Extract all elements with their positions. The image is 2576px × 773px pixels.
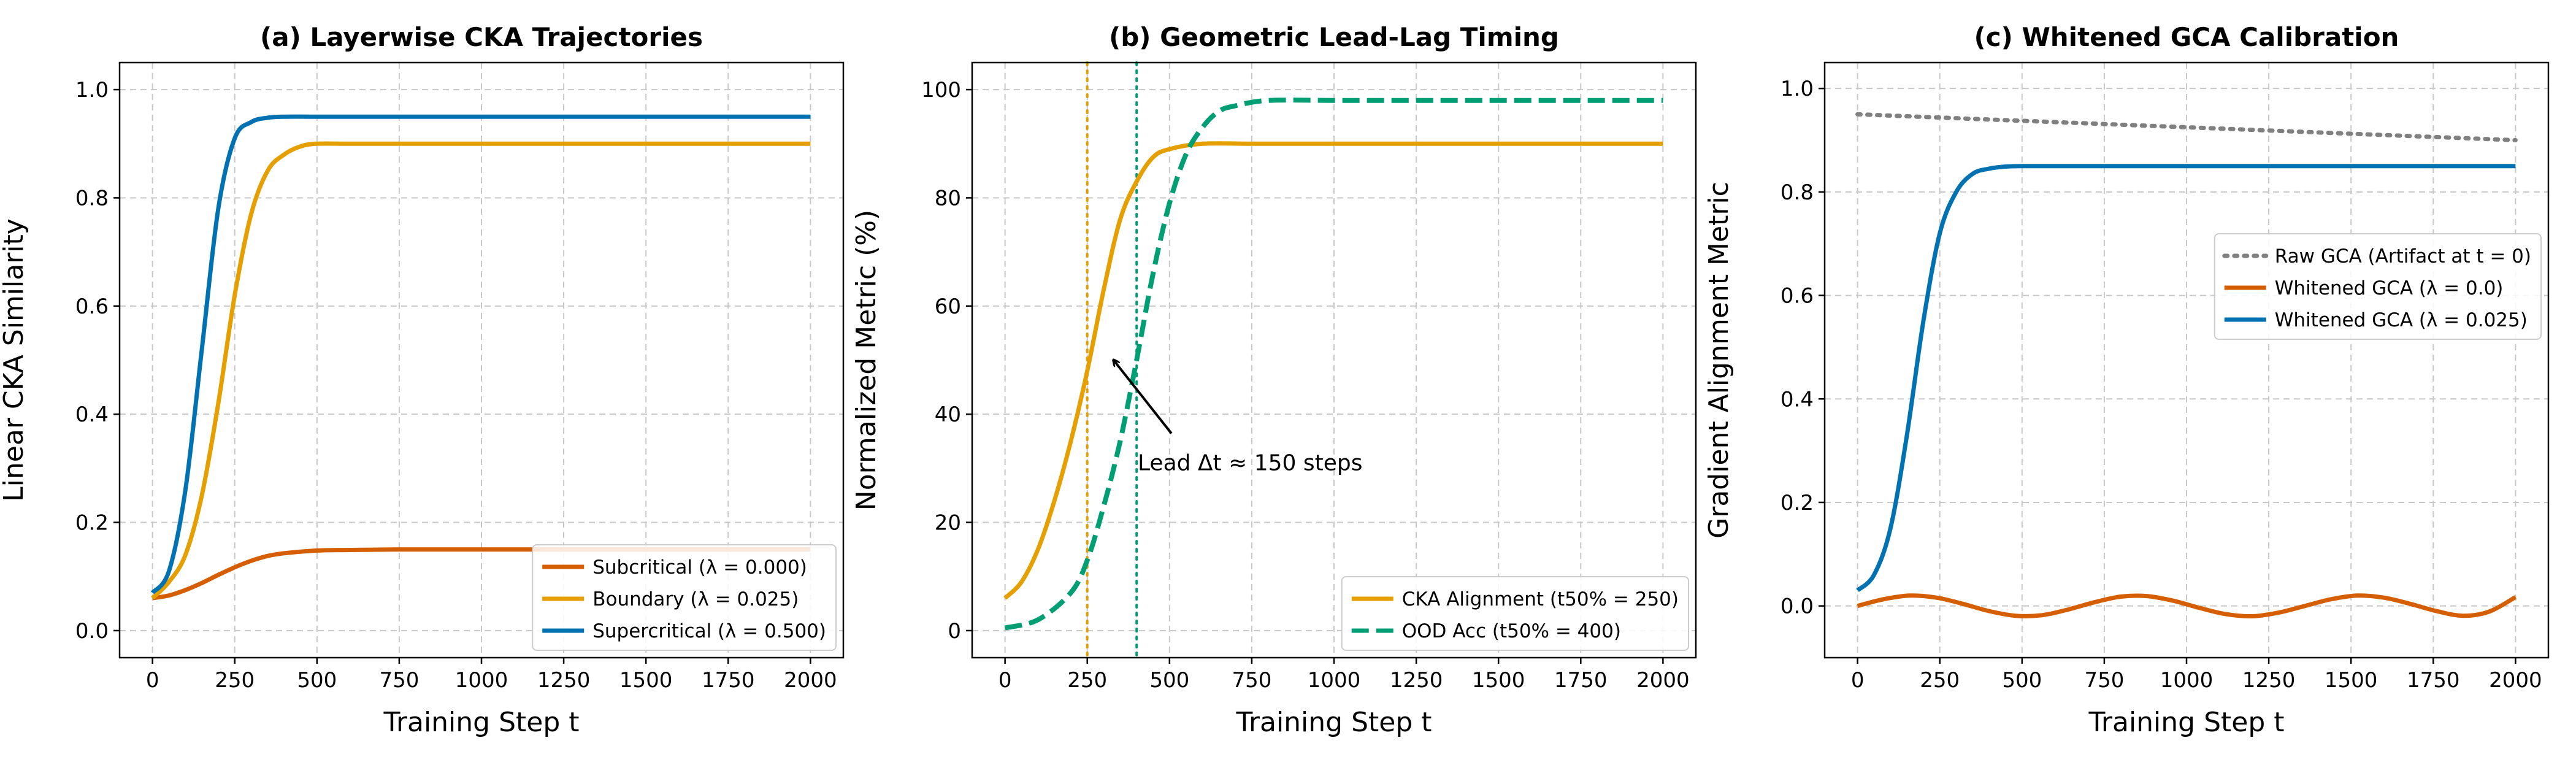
- legend-label-1: Raw GCA (Artifact at t = 0): [2275, 245, 2531, 267]
- legend-box: [1341, 576, 1689, 651]
- y-tick-label: 0.2: [75, 511, 109, 536]
- series-line-1: [1855, 112, 2518, 142]
- x-tick-label: 1500: [619, 668, 673, 693]
- legend-box: [532, 544, 837, 651]
- series-line-2: [1857, 593, 2517, 619]
- x-tick-label: 250: [1920, 668, 1960, 693]
- y-tick-label: 0.8: [75, 186, 109, 210]
- x-tick-label: 500: [2002, 668, 2042, 693]
- x-tick-label: 750: [2084, 668, 2124, 693]
- x-tick-label: 1000: [1308, 668, 1361, 693]
- panel-a: 0 250 500 750 1000 1250 1500 1750 2000 0.0 0.2 0.4 0…: [0, 22, 845, 738]
- x-tick-label: 1500: [2325, 668, 2378, 693]
- y-tick-label: 0.0: [75, 619, 109, 644]
- x-tick-label: 500: [297, 668, 337, 693]
- legend-label-1: CKA Alignment (t50% = 250): [1402, 588, 1679, 610]
- legend: CKA Alignment (t50% = 250) OOD Acc (t50% …: [1341, 576, 1689, 651]
- x-tick-label: 250: [215, 668, 255, 693]
- x-tick-label: 750: [379, 668, 419, 693]
- y-axis-label: Linear CKA Similarity: [0, 218, 29, 502]
- y-tick-label: 80: [935, 186, 961, 210]
- y-tick-label: 0.2: [1781, 491, 1814, 515]
- y-tick-label: 0.6: [1781, 284, 1814, 309]
- y-tick-label: 20: [935, 511, 961, 536]
- y-tick-label: 0.6: [75, 294, 109, 319]
- x-tick-label: 1000: [455, 668, 508, 693]
- x-tick-label: 1000: [2160, 668, 2214, 693]
- x-tick-label: 2000: [784, 668, 837, 693]
- x-tick-label: 250: [1067, 668, 1107, 693]
- x-tick-label: 1750: [2407, 668, 2460, 693]
- legend-box: [2214, 233, 2542, 340]
- panel-c: 0 250 500 750 1000 1250 1500 1750 2000 0.0 0.2 0.4 0…: [1703, 22, 2550, 738]
- x-tick-label: 500: [1149, 668, 1189, 693]
- x-tick-label: 1750: [702, 668, 755, 693]
- x-tick-label: 2000: [1636, 668, 1690, 693]
- x-tick-label: 1750: [1554, 668, 1608, 693]
- x-axis-label: Training Step t: [2088, 707, 2284, 738]
- panel-title: (c) Whitened GCA Calibration: [1974, 22, 2399, 52]
- y-tick-label: 60: [935, 294, 961, 319]
- y-tick-label: 0.4: [75, 402, 109, 427]
- y-axis-label: Gradient Alignment Metric: [1703, 182, 1735, 539]
- x-tick-label: 1250: [1390, 668, 1443, 693]
- x-tick-label: 1500: [1472, 668, 1525, 693]
- legend-label-2: OOD Acc (t50% = 400): [1402, 620, 1621, 642]
- legend-label-1: Subcritical (λ = 0.000): [592, 556, 807, 579]
- y-axis-label: Normalized Metric (%): [851, 210, 882, 510]
- legend-label-2: Whitened GCA (λ = 0.0): [2275, 277, 2504, 299]
- panel-title: (b) Geometric Lead-Lag Timing: [1109, 22, 1559, 52]
- x-tick-label: 0: [146, 668, 159, 693]
- series-line-3: [1856, 164, 2516, 593]
- y-tick-label: 0.4: [1781, 387, 1814, 412]
- y-tick-label: 0.0: [1781, 594, 1814, 619]
- y-tick-label: 0: [948, 619, 961, 644]
- legend: Raw GCA (Artifact at t = 0) Whitened GCA …: [2214, 233, 2542, 340]
- series-line-3: [150, 114, 811, 594]
- y-tick-label: 1.0: [1781, 77, 1814, 101]
- panel-b: 0 250 500 750 1000 1250 1500 1750 2000 0 20 40 60 80 1…: [851, 22, 1697, 738]
- annotation-arrow: [1114, 360, 1173, 434]
- x-tick-label: 0: [999, 668, 1012, 693]
- series-line-2: [151, 141, 811, 600]
- x-tick-label: 1250: [537, 668, 591, 693]
- y-tick-label: 0.8: [1781, 180, 1814, 205]
- legend-label-3: Supercritical (λ = 0.500): [592, 620, 826, 642]
- x-tick-label: 750: [1232, 668, 1271, 693]
- legend-label-3: Whitened GCA (λ = 0.025): [2275, 309, 2528, 331]
- x-tick-label: 2000: [2489, 668, 2542, 693]
- y-tick-label: 40: [935, 402, 961, 427]
- series-line-2: [1004, 98, 1663, 631]
- legend-label-2: Boundary (λ = 0.025): [592, 588, 799, 610]
- x-axis-label: Training Step t: [1235, 707, 1432, 738]
- x-tick-label: 0: [1851, 668, 1865, 693]
- x-tick-label: 1250: [2242, 668, 2296, 693]
- x-axis-label: Training Step t: [383, 707, 579, 738]
- y-tick-label: 1.0: [75, 78, 109, 102]
- annotation-text: Lead Δt ≈ 150 steps: [1138, 451, 1363, 476]
- series-line-1: [1003, 141, 1663, 600]
- y-tick-label: 100: [921, 78, 961, 102]
- panel-title: (a) Layerwise CKA Trajectories: [260, 22, 703, 52]
- legend: Subcritical (λ = 0.000) Boundary (λ = 0.0…: [532, 544, 837, 651]
